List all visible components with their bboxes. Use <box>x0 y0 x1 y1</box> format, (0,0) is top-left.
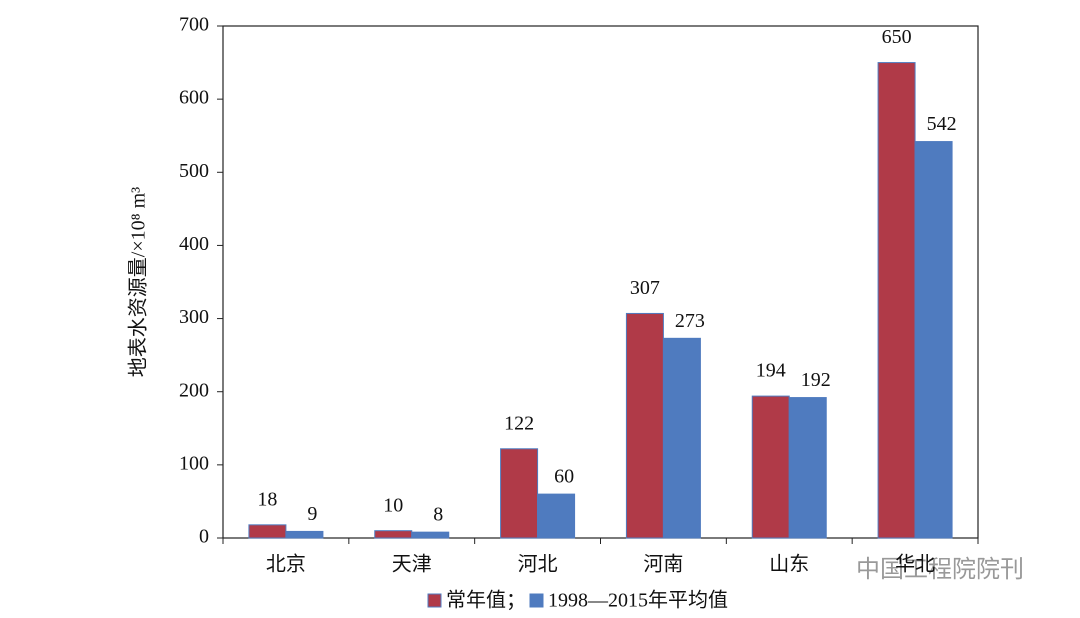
value-label: 8 <box>433 504 443 526</box>
bar <box>537 493 576 539</box>
value-label: 194 <box>756 360 786 382</box>
bar <box>248 524 287 539</box>
y-axis-label: 地表水资源量/×10⁸ m³ <box>127 187 150 377</box>
value-label: 192 <box>801 369 831 391</box>
legend-swatch <box>427 593 442 608</box>
y-tick-label: 700 <box>179 14 209 36</box>
bar <box>751 395 790 539</box>
bar <box>500 448 539 539</box>
bar <box>914 141 953 539</box>
legend-swatch <box>529 593 544 608</box>
y-tick-label: 0 <box>199 526 209 548</box>
x-tick-label: 天津 <box>392 553 432 576</box>
value-label: 60 <box>554 466 574 488</box>
y-tick-label: 500 <box>179 160 209 182</box>
y-tick-label: 300 <box>179 306 209 328</box>
legend-label: 常年值； <box>446 589 526 612</box>
x-tick-label: 华北 <box>895 553 935 576</box>
x-tick-label: 北京 <box>266 553 306 576</box>
value-label: 122 <box>504 412 534 434</box>
value-label: 307 <box>630 277 660 299</box>
value-label: 650 <box>882 26 912 48</box>
plot-frame <box>222 25 979 539</box>
value-label: 273 <box>675 310 705 332</box>
y-tick-label: 100 <box>179 452 209 474</box>
y-tick-label: 400 <box>179 233 209 255</box>
x-tick-label: 河南 <box>643 553 683 576</box>
bar <box>662 337 701 539</box>
x-tick-label: 山东 <box>769 553 809 576</box>
watermark: 中国工程院院刊 <box>856 555 1024 583</box>
x-tick-label: 河北 <box>518 553 558 576</box>
legend-label: 1998—2015年平均值 <box>548 589 728 612</box>
value-label: 542 <box>927 113 957 135</box>
bar <box>411 531 450 539</box>
bar <box>374 530 413 539</box>
value-label: 10 <box>383 494 403 516</box>
bar <box>625 312 664 539</box>
bar <box>285 530 324 539</box>
bar <box>877 62 916 539</box>
value-label: 9 <box>307 503 317 525</box>
bar <box>788 397 827 539</box>
y-tick-label: 600 <box>179 87 209 109</box>
value-label: 18 <box>257 488 277 510</box>
y-tick-label: 200 <box>179 379 209 401</box>
